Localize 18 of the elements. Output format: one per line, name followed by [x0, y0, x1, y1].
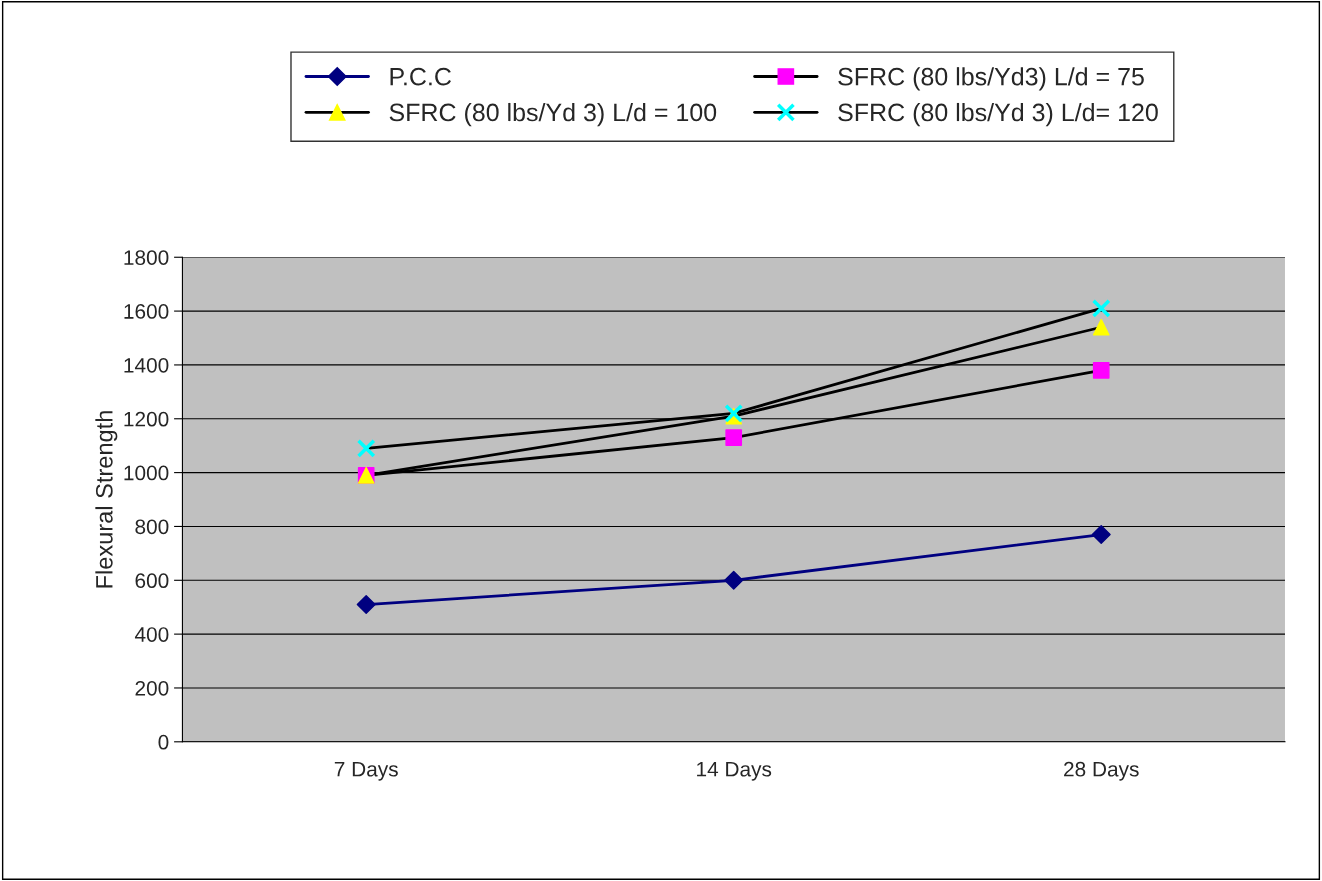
legend-label: SFRC (80 lbs/Yd 3) L/d = 100: [389, 102, 717, 127]
y-tick-label: 200: [135, 680, 169, 696]
legend-label: SFRC (80 lbs/Yd3) L/d = 75: [838, 67, 1144, 91]
y-tick-label: 1400: [124, 357, 169, 373]
legend-label: SFRC (80 lbs/Yd 3) L/d= 120: [838, 102, 1158, 127]
y-tick-label: 1200: [124, 411, 169, 427]
y-tick-label: 1800: [124, 250, 169, 266]
y-tick-label: 400: [134, 627, 169, 642]
y-tick-label: 1000: [124, 465, 169, 481]
y-tick-label: 600: [135, 573, 169, 589]
x-tick-label: 7 Days: [334, 762, 398, 781]
y-tick-label: 800: [135, 519, 169, 535]
y-tick-label: 0: [158, 734, 169, 750]
y-axis-title: Flexural Strength: [95, 411, 118, 588]
y-tick-label: 1600: [124, 304, 169, 319]
legend-label: P.C.C: [390, 67, 451, 86]
x-tick-label: 28 Days: [1064, 761, 1139, 781]
x-tick-label: 14 Days: [697, 762, 772, 781]
